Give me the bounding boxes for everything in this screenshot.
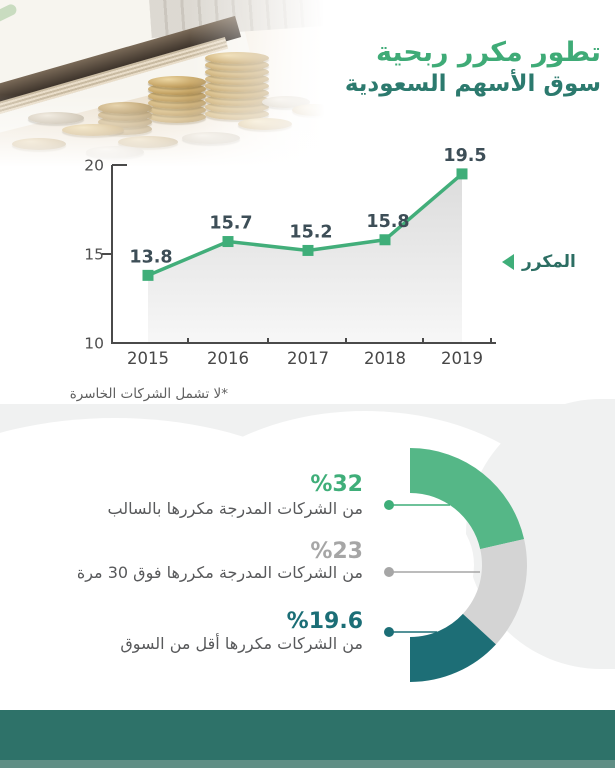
percentage-value: %19.6 xyxy=(286,609,363,634)
value-label: 15.2 xyxy=(289,222,332,242)
value-label: 15.7 xyxy=(209,214,252,234)
data-point-marker xyxy=(456,168,468,180)
title-line-2: سوق الأسهم السعودية xyxy=(344,70,601,97)
donut-segment xyxy=(410,448,525,550)
x-tick-label: 2016 xyxy=(207,349,249,368)
y-tick-label: 15 xyxy=(84,246,104,264)
percentage-value: %23 xyxy=(310,539,363,564)
donut-stat-pct: %19.6 xyxy=(23,609,363,634)
donut-stat-pct: %32 xyxy=(23,472,363,497)
value-label: 15.8 xyxy=(366,212,409,232)
donut-stat-label: من الشركات المدرجة مكررها فوق 30 مرة xyxy=(76,563,363,582)
legend-arrow-icon xyxy=(502,254,514,270)
photo-fade xyxy=(0,0,345,172)
area-fill xyxy=(148,173,462,343)
axis xyxy=(111,164,496,344)
footer-bar: ALEQTISADIAH الاقتصادية WWW.ALEQT.COM xyxy=(0,710,615,760)
legend-label: المكرر xyxy=(522,252,576,272)
data-point-marker xyxy=(302,244,314,256)
page-title: تطور مكرر ربحية سوق الأسهم السعودية xyxy=(345,36,601,99)
data-point-marker xyxy=(142,269,154,281)
footer-accent-strip xyxy=(0,760,615,768)
coins-photo xyxy=(0,0,345,172)
y-tick-label: 20 xyxy=(84,157,104,175)
x-tick-label: 2015 xyxy=(127,349,169,368)
x-tick-label: 2018 xyxy=(364,349,406,368)
x-tick-label: 2017 xyxy=(287,349,329,368)
connector-dot xyxy=(384,500,394,510)
title-line-1: تطور مكرر ربحية xyxy=(375,37,601,68)
donut-segment xyxy=(410,613,496,682)
percentage-value: %32 xyxy=(310,472,363,497)
donut-stat-label: من الشركات مكررها أقل من السوق xyxy=(120,634,363,653)
connector-dot xyxy=(384,627,394,637)
donut-segment xyxy=(462,539,527,645)
x-tick-label: 2019 xyxy=(441,349,483,368)
value-label: 13.8 xyxy=(129,247,172,267)
pe-distribution-donut xyxy=(384,448,527,682)
chart-footnote: *لا تشمل الشركات الخاسرة xyxy=(69,386,228,402)
donut-stat-pct: %23 xyxy=(23,539,363,564)
y-tick-label: 10 xyxy=(84,335,104,353)
donut-stat-label: من الشركات المدرجة مكررها بالسالب xyxy=(107,499,363,518)
data-point-marker xyxy=(379,234,391,246)
value-label: 19.5 xyxy=(443,146,486,166)
pe-trend-chart: 10 15 20 2015 2016 2017 2018 2019 13.8 15.7 15.2 15… xyxy=(84,146,496,368)
chart-legend: المكرر xyxy=(502,252,576,272)
connector-dot xyxy=(384,567,394,577)
data-point-marker xyxy=(222,236,234,248)
donut-hole xyxy=(346,501,474,629)
